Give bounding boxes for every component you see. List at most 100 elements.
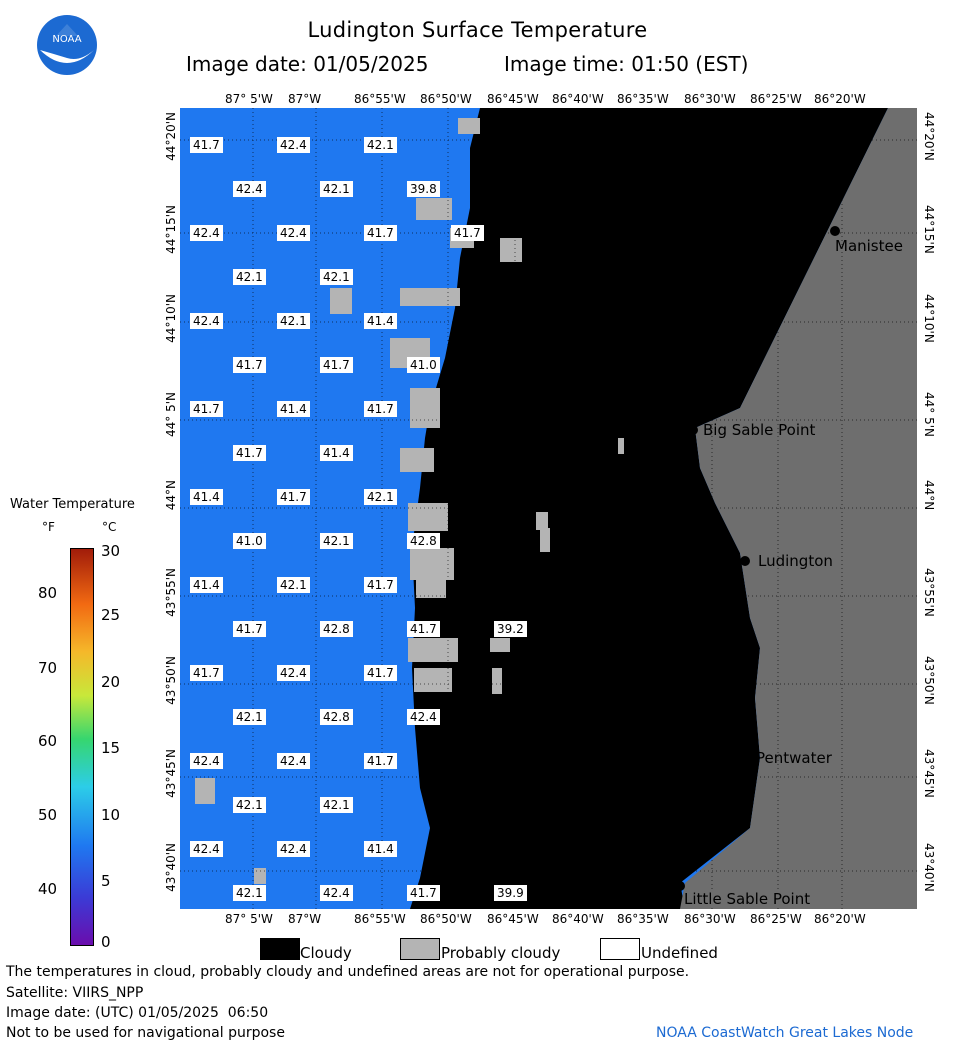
lat-label-left: 43°55'N bbox=[164, 568, 178, 617]
colorbar-c-tick: 30 bbox=[101, 542, 121, 560]
temperature-value: 41.7 bbox=[190, 137, 223, 153]
city-manistee: Manistee bbox=[835, 237, 903, 255]
temperature-value: 41.7 bbox=[233, 445, 266, 461]
colorbar-c-tick: 15 bbox=[101, 739, 121, 757]
temperature-value: 42.1 bbox=[320, 181, 353, 197]
image-date: Image date: 01/05/2025 bbox=[186, 52, 429, 76]
lat-label-left: 44°15'N bbox=[164, 205, 178, 254]
temperature-value: 39.9 bbox=[494, 885, 527, 901]
legend-swatch-undefined bbox=[600, 938, 640, 960]
colorbar-c-tick: 25 bbox=[101, 606, 121, 624]
lon-label-top: 86°45'W bbox=[487, 92, 539, 106]
lon-label-bottom: 86°40'W bbox=[552, 912, 604, 926]
temperature-value: 41.7 bbox=[364, 401, 397, 417]
lat-label-right: 43°40'N bbox=[922, 843, 936, 892]
temperature-value: 41.4 bbox=[277, 401, 310, 417]
lat-label-right: 43°55'N bbox=[922, 568, 936, 617]
temperature-value: 42.4 bbox=[277, 841, 310, 857]
city-little-sable-point: Little Sable Point bbox=[684, 890, 811, 908]
lon-label-bottom: 86°45'W bbox=[487, 912, 539, 926]
temperature-value: 41.7 bbox=[364, 225, 397, 241]
city-marker bbox=[675, 881, 685, 891]
lon-label-top: 87°W bbox=[288, 92, 322, 106]
temperature-value: 41.0 bbox=[233, 533, 266, 549]
city-marker bbox=[740, 556, 750, 566]
temperature-value: 39.8 bbox=[407, 181, 440, 197]
temperature-value: 42.1 bbox=[277, 577, 310, 593]
lon-label-top: 86°40'W bbox=[552, 92, 604, 106]
lat-label-left: 43°50'N bbox=[164, 656, 178, 705]
temperature-value: 41.4 bbox=[190, 489, 223, 505]
lat-label-right: 44°15'N bbox=[922, 205, 936, 254]
unit-c: °C bbox=[102, 520, 117, 534]
temperature-value: 42.1 bbox=[277, 313, 310, 329]
temperature-value: 41.7 bbox=[364, 665, 397, 681]
temperature-value: 42.4 bbox=[277, 225, 310, 241]
lat-label-right: 43°50'N bbox=[922, 656, 936, 705]
city-ludington: Ludington bbox=[758, 552, 833, 570]
temperature-value: 42.4 bbox=[190, 313, 223, 329]
temperature-value: 41.7 bbox=[364, 753, 397, 769]
temperature-value: 41.7 bbox=[407, 621, 440, 637]
temperature-value: 41.7 bbox=[320, 357, 353, 373]
colorbar bbox=[70, 548, 94, 946]
lon-label-bottom: 87°W bbox=[288, 912, 322, 926]
footer-image-date-utc: Image date: (UTC) 01/05/2025 06:50 bbox=[6, 1005, 269, 1021]
footer-nav-warning: Not to be used for navigational purpose bbox=[6, 1025, 285, 1041]
temperature-value: 42.1 bbox=[233, 885, 266, 901]
footer-note: The temperatures in cloud, probably clou… bbox=[6, 964, 690, 980]
temperature-value: 41.4 bbox=[320, 445, 353, 461]
footer-satellite: Satellite: VIIRS_NPP bbox=[6, 985, 144, 1001]
lat-label-right: 44° 5'N bbox=[922, 392, 936, 437]
lon-label-bottom: 86°55'W bbox=[354, 912, 406, 926]
colorbar-f-tick: 50 bbox=[38, 806, 58, 824]
sst-map bbox=[180, 108, 917, 909]
lon-label-top: 86°20'W bbox=[814, 92, 866, 106]
land-region bbox=[680, 108, 917, 909]
lon-label-top: 86°50'W bbox=[420, 92, 472, 106]
lon-label-top: 86°35'W bbox=[617, 92, 669, 106]
lat-label-left: 44°20'N bbox=[164, 112, 178, 161]
lon-label-top: 86°30'W bbox=[684, 92, 736, 106]
lon-label-top: 87° 5'W bbox=[225, 92, 273, 106]
temperature-value: 41.7 bbox=[190, 665, 223, 681]
lon-label-bottom: 86°35'W bbox=[617, 912, 669, 926]
temperature-value: 42.4 bbox=[233, 181, 266, 197]
page-title: Ludington Surface Temperature bbox=[307, 18, 648, 42]
lat-label-left: 44° 5'N bbox=[164, 392, 178, 437]
city-marker bbox=[688, 425, 698, 435]
colorbar-c-tick: 10 bbox=[101, 806, 121, 824]
lat-label-right: 44°N bbox=[922, 480, 936, 511]
temperature-value: 42.1 bbox=[233, 797, 266, 813]
temperature-value: 41.0 bbox=[407, 357, 440, 373]
temperature-value: 42.4 bbox=[277, 753, 310, 769]
colorbar-f-tick: 40 bbox=[38, 880, 58, 898]
lon-label-bottom: 86°30'W bbox=[684, 912, 736, 926]
colorbar-f-tick: 60 bbox=[38, 732, 58, 750]
temperature-value: 39.2 bbox=[494, 621, 527, 637]
temperature-value: 41.7 bbox=[407, 885, 440, 901]
temperature-value: 42.4 bbox=[277, 665, 310, 681]
temperature-value: 42.1 bbox=[233, 269, 266, 285]
temperature-value: 42.4 bbox=[190, 753, 223, 769]
temperature-value: 41.7 bbox=[364, 577, 397, 593]
temperature-value: 42.8 bbox=[320, 621, 353, 637]
temperature-value: 41.4 bbox=[364, 313, 397, 329]
lat-label-right: 44°10'N bbox=[922, 294, 936, 343]
temperature-value: 42.4 bbox=[320, 885, 353, 901]
lon-label-top: 86°55'W bbox=[354, 92, 406, 106]
lat-label-left: 44°N bbox=[164, 480, 178, 511]
image-time: Image time: 01:50 (EST) bbox=[504, 52, 749, 76]
temperature-value: 42.8 bbox=[320, 709, 353, 725]
colorbar-c-tick: 0 bbox=[101, 933, 111, 951]
city-marker bbox=[736, 744, 746, 754]
temperature-value: 42.8 bbox=[407, 533, 440, 549]
temperature-value: 41.7 bbox=[277, 489, 310, 505]
temperature-value: 42.1 bbox=[364, 489, 397, 505]
lon-label-bottom: 86°20'W bbox=[814, 912, 866, 926]
city-marker bbox=[830, 226, 840, 236]
temperature-value: 42.1 bbox=[233, 709, 266, 725]
colorbar-c-tick: 5 bbox=[101, 872, 111, 890]
temperature-value: 42.4 bbox=[407, 709, 440, 725]
city-pentwater: Pentwater bbox=[756, 749, 832, 767]
